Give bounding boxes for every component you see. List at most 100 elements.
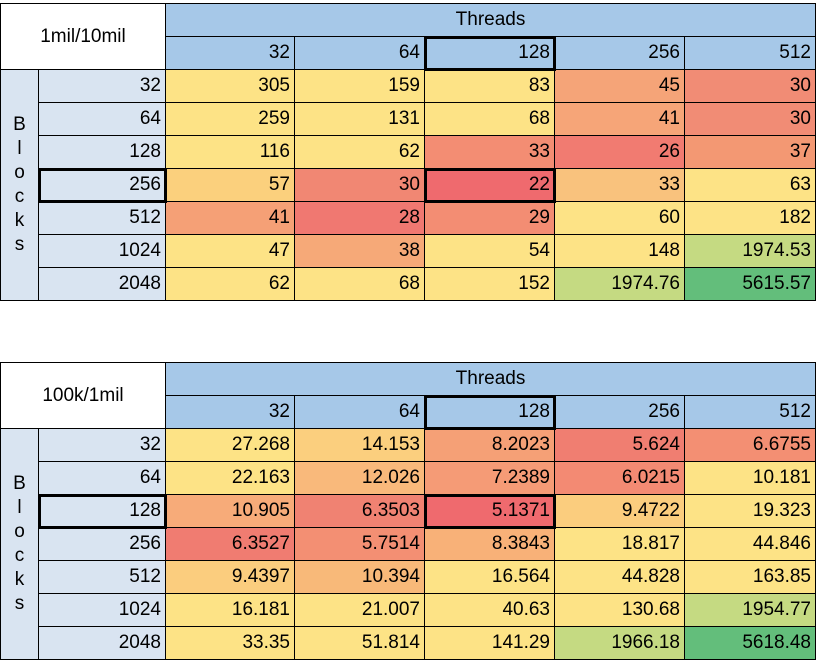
table-row: 1024 47 38 54 148 1974.53 (1, 234, 816, 268)
thread-column-header: 128 (423, 35, 556, 71)
heatmap-cell: 6.6755 (684, 428, 816, 462)
table-row: 128 10.905 6.3503 5.1371 9.4722 19.323 (1, 493, 816, 529)
heatmap-cell: 63 (684, 168, 816, 202)
heatmap-cell: 60 (554, 201, 685, 235)
heatmap-cell: 37 (684, 135, 816, 169)
heatmap-cell: 33 (424, 135, 555, 169)
heatmap-cell: 141.29 (424, 626, 555, 660)
block-row-header: 32 (38, 428, 166, 462)
heatmap-cell: 68 (424, 102, 555, 136)
heatmap-cell: 10.905 (165, 494, 295, 528)
block-row-header: 2048 (38, 626, 166, 660)
block-row-header: 128 (37, 493, 167, 529)
block-row-header: 256 (38, 527, 166, 561)
heatmap-cell: 28 (294, 201, 425, 235)
heatmap-cell: 5618.48 (684, 626, 816, 660)
heatmap-cell: 29 (424, 201, 555, 235)
heatmap-cell: 116 (165, 135, 295, 169)
block-row-header: 512 (38, 560, 166, 594)
heatmap-cell: 45 (554, 69, 685, 103)
blocks-letter: k (14, 210, 25, 231)
heatmap-cell: 8.2023 (424, 428, 555, 462)
heatmap-cell: 10.181 (684, 461, 816, 495)
block-row-header: 128 (38, 135, 166, 169)
heatmap-cell: 10.394 (294, 560, 425, 594)
threads-header: Threads (165, 362, 816, 396)
heatmap-cell: 18.817 (554, 527, 685, 561)
blocks-letter: s (14, 234, 25, 255)
heatmap-cell: 131 (294, 102, 425, 136)
blocks-letter: o (14, 521, 25, 542)
heatmap-cell: 152 (424, 267, 555, 301)
table-row: 256 57 30 22 33 63 (1, 167, 816, 203)
heatmap-cell: 5615.57 (684, 267, 816, 301)
blocks-letter: c (14, 545, 25, 566)
heatmap-cell: 27.268 (165, 428, 295, 462)
blocks-letter: k (14, 569, 25, 590)
heatmap-cell: 6.3503 (294, 494, 425, 528)
heatmap-cell: 5.1371 (423, 493, 556, 529)
thread-column-header: 32 (165, 36, 295, 70)
heatmap-cell: 8.3843 (424, 527, 555, 561)
heatmap-cell: 62 (165, 267, 295, 301)
blocks-letter: B (13, 473, 26, 494)
thread-column-header: 512 (684, 36, 816, 70)
heatmap-cell: 41 (165, 201, 295, 235)
heatmap-cell: 44.828 (554, 560, 685, 594)
heatmap-cell: 5.7514 (294, 527, 425, 561)
block-row-header: 1024 (38, 593, 166, 627)
thread-column-header: 64 (294, 395, 425, 429)
heatmap-cell: 16.564 (424, 560, 555, 594)
heatmap-cell: 21.007 (294, 593, 425, 627)
heatmap-cell: 1974.76 (554, 267, 685, 301)
blocks-letter: s (14, 593, 25, 614)
table-row: 64 259 131 68 41 30 (1, 102, 816, 136)
heatmap-cell: 1966.18 (554, 626, 685, 660)
heatmap-cell: 1974.53 (684, 234, 816, 268)
heatmap-cell: 41 (554, 102, 685, 136)
heatmap-cell: 159 (294, 69, 425, 103)
heatmap-cell: 22.163 (165, 461, 295, 495)
block-row-header: 32 (38, 69, 166, 103)
table-row: 256 6.3527 5.7514 8.3843 18.817 44.846 (1, 527, 816, 561)
heatmap-cell: 33 (554, 168, 685, 202)
heatmap-cell: 7.2389 (424, 461, 555, 495)
heatmap-cell: 182 (684, 201, 816, 235)
block-row-header: 1024 (38, 234, 166, 268)
heatmap-cell: 148 (554, 234, 685, 268)
table-row: 128 116 62 33 26 37 (1, 135, 816, 169)
table-row: 512 9.4397 10.394 16.564 44.828 163.85 (1, 560, 816, 594)
thread-column-header: 128 (423, 394, 556, 430)
block-row-header: 64 (38, 461, 166, 495)
heatmap-cell: 30 (294, 168, 425, 202)
table-corner-label: 1mil/10mil (0, 3, 166, 70)
heatmap-cell: 14.153 (294, 428, 425, 462)
heatmap-cell: 130.68 (554, 593, 685, 627)
heatmap-cell: 6.0215 (554, 461, 685, 495)
table-row: 2048 62 68 152 1974.76 5615.57 (1, 267, 816, 301)
heatmap-cell: 9.4397 (165, 560, 295, 594)
thread-column-header: 256 (554, 36, 685, 70)
thread-column-header: 256 (554, 395, 685, 429)
table-row: 512 41 28 29 60 182 (1, 201, 816, 235)
block-row-header: 2048 (38, 267, 166, 301)
block-row-header: 256 (37, 167, 167, 203)
heatmap-cell: 83 (424, 69, 555, 103)
heatmap-cell: 305 (165, 69, 295, 103)
heatmap-cell: 19.323 (684, 494, 816, 528)
heatmap-cell: 40.63 (424, 593, 555, 627)
thread-column-header: 64 (294, 36, 425, 70)
table-row: 2048 33.35 51.814 141.29 1966.18 5618.48 (1, 626, 816, 660)
heatmap-cell: 5.624 (554, 428, 685, 462)
thread-column-header: 32 (165, 395, 295, 429)
block-row-header: 64 (38, 102, 166, 136)
heatmap-cell: 9.4722 (554, 494, 685, 528)
blocks-letter: l (17, 497, 22, 518)
blocks-letter: c (14, 186, 25, 207)
